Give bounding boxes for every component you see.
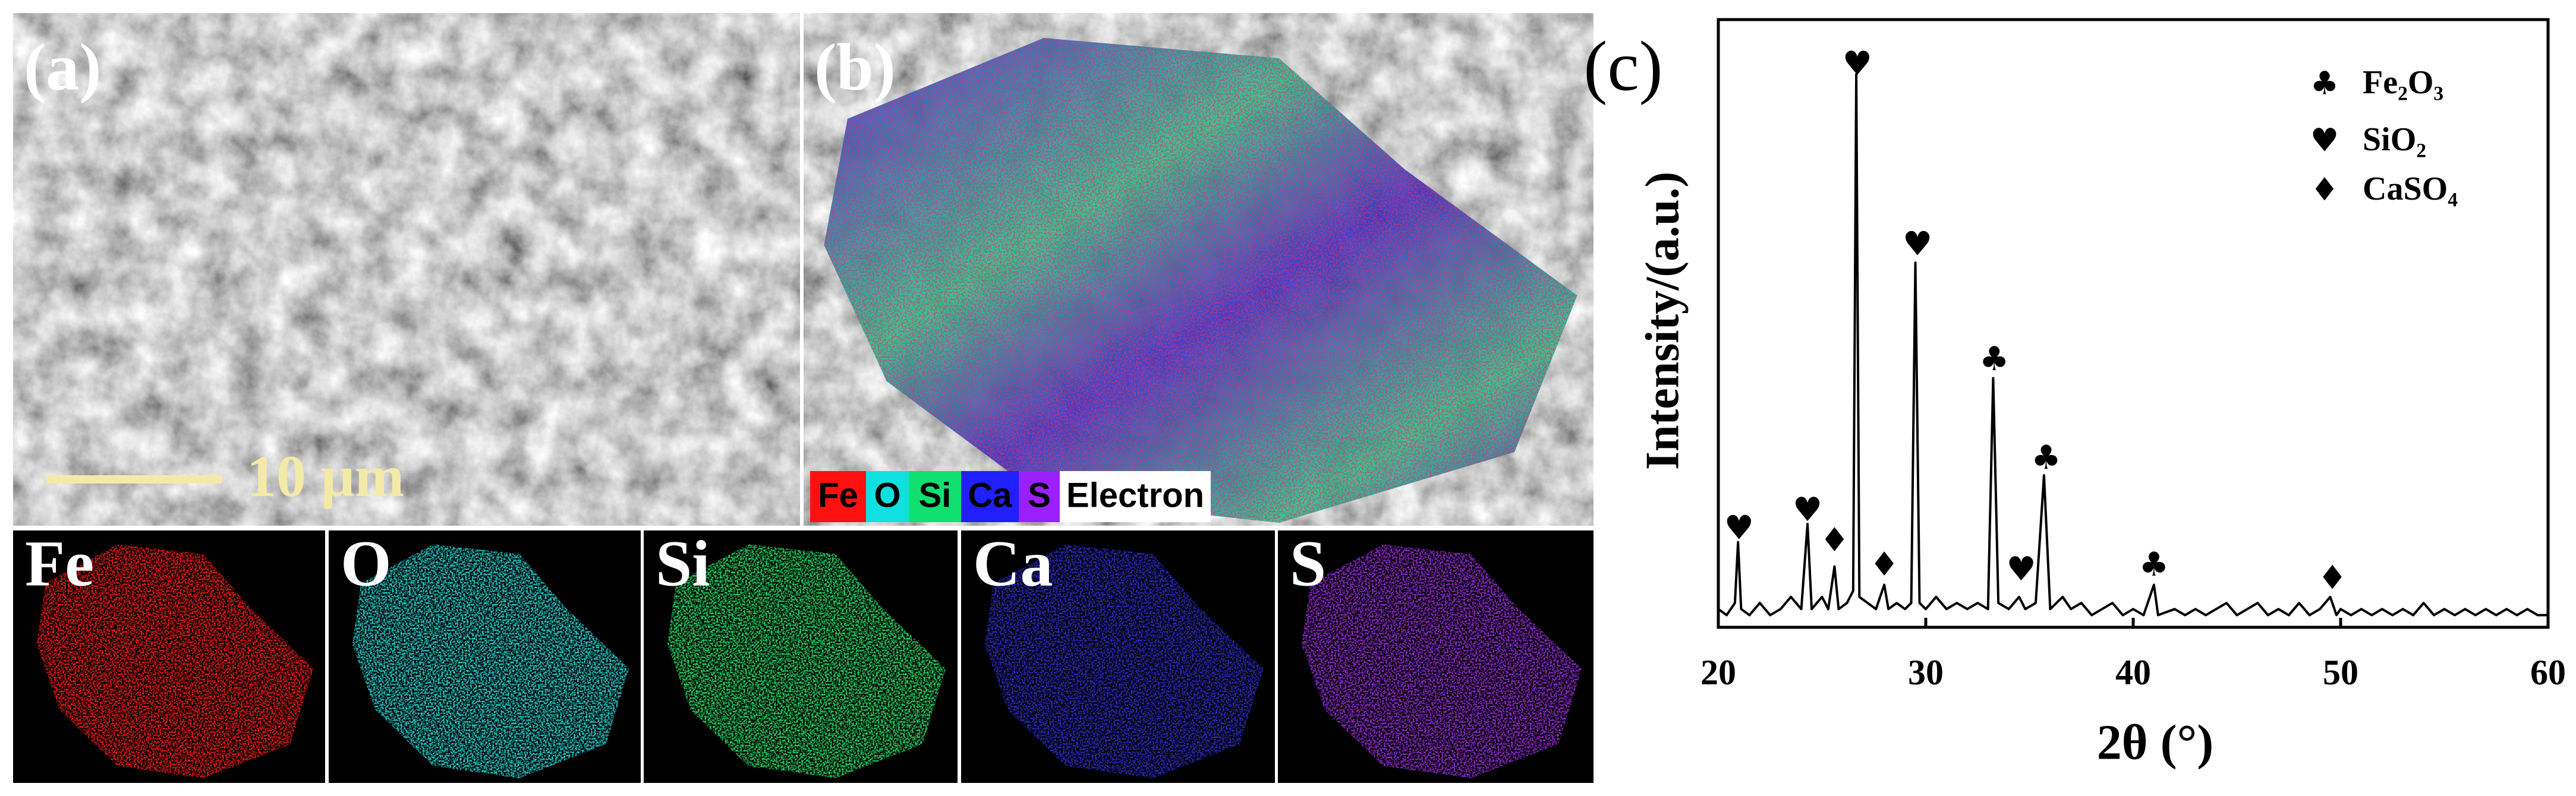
element-name: Ca [968,476,1012,514]
peak-marker: ♥ [2006,550,2036,589]
peak-marker: ♥ [1724,508,1754,547]
peak-marker: ♥ [1793,491,1822,529]
peak-marker: ♣ [1979,340,2009,378]
element-name: Electron [1066,476,1204,514]
element-name: Si [919,476,952,514]
peak-marker: ♥ [1843,45,1872,83]
x-tick-label: 40 [2115,653,2151,692]
peak-marker: ♦ [2317,558,2347,597]
element-map [984,544,1264,778]
legend-label: Fe₂O₃ [2363,64,2443,101]
map-label: Si [656,527,710,599]
scale-bar-label: 10 μm [247,443,404,509]
peak-marker: ♦ [1869,545,1899,584]
peak-marker: ♣ [2031,438,2061,477]
element-swatch [961,471,1019,522]
element-swatch [1060,471,1211,522]
x-tick-label: 50 [2323,653,2358,692]
element-map [667,544,946,778]
peak-marker: ♦ [1819,521,1849,560]
legend-label: CaSO₄ [2363,170,2458,207]
element-swatch [909,471,961,522]
element-name: S [1028,476,1051,514]
map-label: Ca [973,527,1053,599]
map-label: S [1290,527,1326,599]
legend-label: SiO₂ [2363,121,2426,158]
element-map [1301,544,1582,778]
x-tick-label: 20 [1700,653,1736,692]
legend-symbol: ♣ [2310,65,2339,102]
element-map [352,544,629,778]
x-tick-label: 30 [1908,653,1944,692]
map-label: O [341,527,392,599]
panel-label: (a) [24,31,102,105]
peak-marker: ♣ [2139,545,2169,584]
element-swatch [866,471,909,522]
legend-symbol: ♦ [2310,171,2339,209]
map-label: Fe [25,527,94,599]
element-map [36,544,314,778]
element-name: O [874,476,900,514]
element-swatch [1019,471,1060,522]
sem-image [13,13,800,526]
element-name: Fe [818,476,858,514]
panel-label: (b) [814,31,896,105]
y-axis-label: Intensity/(a.u.) [1636,172,1689,470]
element-swatch [810,471,866,522]
plot-frame [1717,18,2550,629]
peak-marker: ♥ [1903,225,1932,264]
x-tick-label: 60 [2530,653,2566,692]
legend-symbol: ♥ [2310,122,2339,159]
x-axis-label: 2θ (°) [2097,715,2213,770]
eds-speckle [824,38,1577,523]
xrd-pattern [1717,73,2548,617]
panel-label: (c) [1583,27,1662,106]
